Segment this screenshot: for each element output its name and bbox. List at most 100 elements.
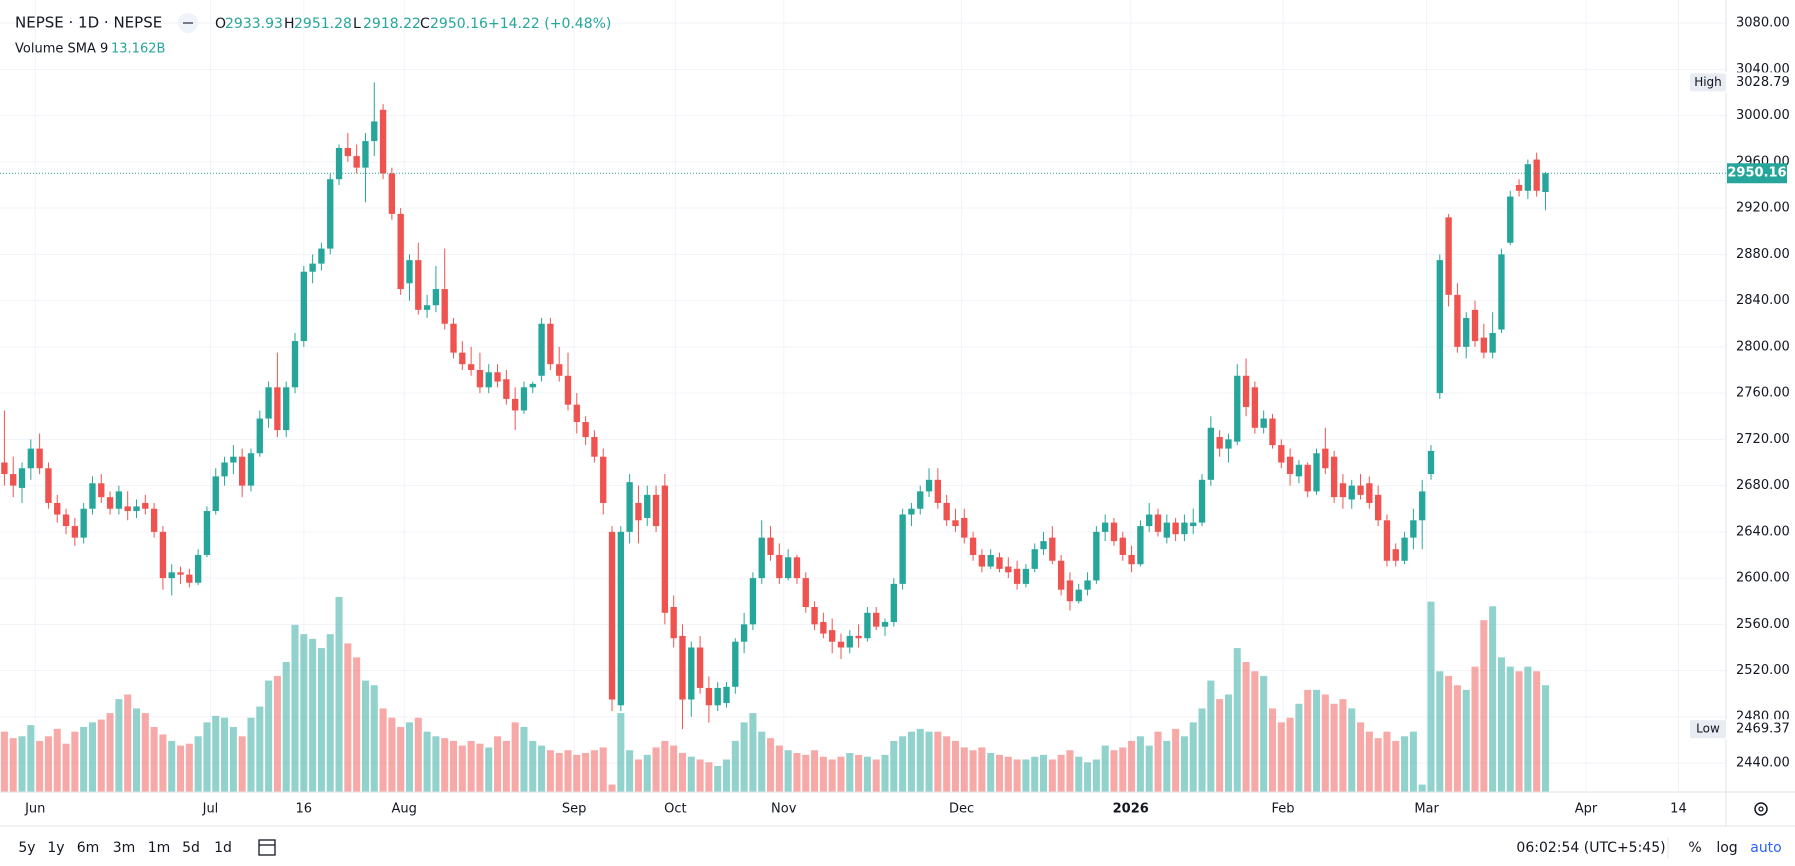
ohlc-value: 2918.22 [363,16,421,32]
volume-bar [247,717,255,792]
candle-body [1436,260,1443,394]
candle-body [1383,520,1391,561]
volume-bar [1295,703,1303,792]
candle-body [1137,526,1144,565]
volume-bar [405,722,414,792]
candle-body [54,502,61,515]
volume-bar [573,754,581,792]
x-tick-label: 14 [1670,802,1687,817]
volume-bar [1224,694,1232,792]
scale-button[interactable]: log [1716,840,1737,856]
candle-body [1190,522,1197,527]
volume-bar [36,740,44,792]
volume-bar [987,753,995,792]
volume-bar [1180,736,1188,792]
candle-body [379,109,387,174]
candle-body [459,352,466,365]
x-tick-label: Nov [771,802,797,817]
volume-bar [1401,736,1409,792]
volume-bar [749,713,757,792]
candle-body [1269,418,1276,446]
volume-bar [1304,689,1312,792]
candle-body [186,574,193,583]
volume-bar [353,657,361,792]
range-button[interactable]: 3m [113,840,136,856]
volume-bar [159,734,167,792]
volume-bar [775,745,783,792]
candle-body [476,369,484,388]
y-tick-label: 2600.00 [1736,571,1790,586]
scale-button[interactable]: auto [1750,840,1782,856]
candle-body [538,323,545,376]
y-tick-label: 2840.00 [1736,293,1790,308]
candle-body [388,173,396,214]
volume-bar [1040,754,1048,792]
volume-bar [802,754,810,792]
volume-bar [899,736,907,792]
volume-bar [960,747,968,792]
volume-bar [916,728,924,792]
last-price-label: 2950.16 [1727,166,1786,181]
candle-body [1128,554,1135,565]
candle-body [520,387,528,411]
volume-bar [1154,731,1162,792]
volume-bar [414,717,422,792]
volume-bar [1541,685,1549,792]
volume-bar [124,694,132,792]
volume-bar [705,762,713,792]
high-tag-label: High [1694,75,1722,89]
volume-bar [291,624,299,792]
volume-bar [150,727,158,792]
candle-body [644,494,651,518]
candle-body [547,323,554,365]
range-button[interactable]: 5y [18,840,35,856]
low-tag-label: Low [1696,722,1720,736]
volume-bar [115,699,123,792]
settings-icon[interactable] [1754,802,1768,816]
range-button[interactable]: 1d [214,840,232,856]
volume-bar [88,722,96,792]
range-button[interactable]: 5d [182,840,200,856]
volume-bar [1453,685,1461,792]
volume-bar [1013,759,1021,792]
calendar-icon[interactable] [258,839,276,856]
y-tick-label: 2720.00 [1736,432,1790,447]
candle-body [124,506,131,512]
y-tick-label: 2440.00 [1736,756,1790,771]
candle-body [811,607,818,625]
date-range-icon[interactable] [258,839,276,856]
volume-bar [590,750,598,792]
candle-body [1339,483,1347,498]
x-tick-label: Jun [24,802,45,817]
volume-bar [326,634,334,792]
volume-bar [951,740,959,792]
gear[interactable] [1754,802,1768,816]
volume-bar [969,750,977,792]
ohlc-value: 2951.28 [294,16,352,32]
candle-body [1330,456,1338,498]
volume-indicator-name[interactable]: Volume SMA 9 [15,42,108,57]
volume-indicator-value: 13.162B [111,42,165,57]
range-button[interactable]: 6m [77,840,100,856]
candle-body [89,483,96,509]
volume-bar [1409,731,1417,792]
candle-body [106,497,114,509]
candle-body [1225,439,1232,449]
symbol-label[interactable]: NEPSE · 1D · NEPSE [15,14,162,32]
volume-bar [1427,601,1435,792]
candle-body [1348,485,1355,500]
candle-body [159,531,167,579]
candle-body [221,462,228,477]
candle-body [494,372,501,382]
candle-body [793,557,801,579]
volume-bar [881,754,889,792]
volume-bar [995,754,1004,792]
x-tick-label: 2026 [1113,802,1149,817]
volume-bar [71,731,79,792]
scale-button[interactable]: % [1688,840,1701,856]
candle-body [1515,184,1523,191]
candle-body [873,612,880,627]
range-button[interactable]: 1m [148,840,171,856]
range-button[interactable]: 1y [47,840,64,856]
